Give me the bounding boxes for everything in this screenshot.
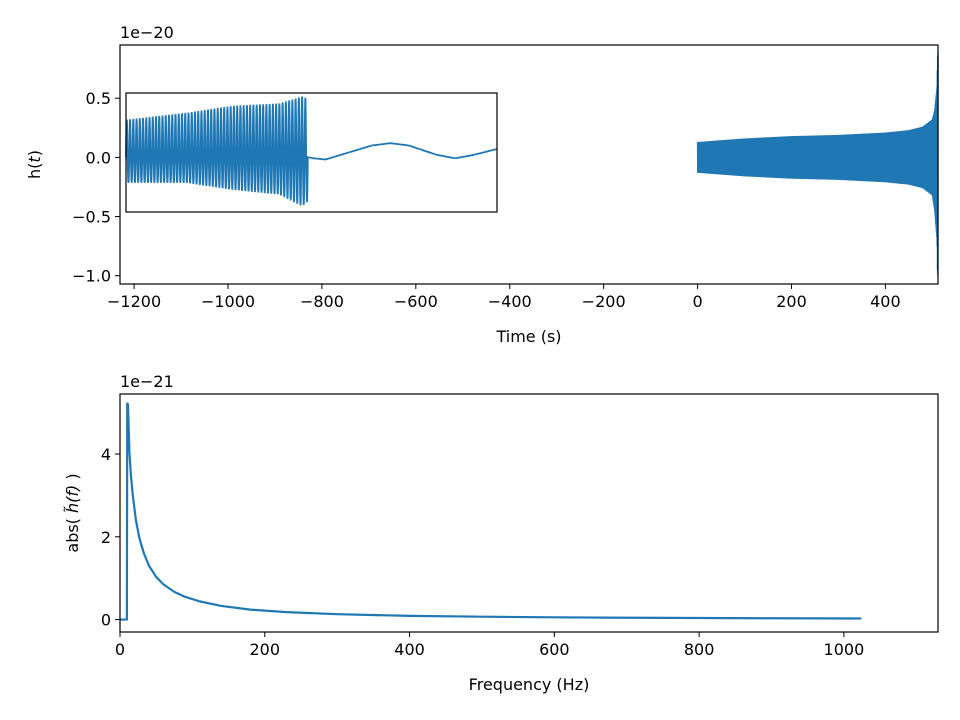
time-x-ticks: −1200 −1000 −800 −600 −400 −200 0 200 400 [107, 284, 901, 311]
x-tick-label: −600 [394, 292, 438, 311]
time-y-label-suffix: ) [25, 150, 44, 156]
inset-waveform-series [125, 96, 498, 206]
x-tick-label: 0 [692, 292, 702, 311]
frequency-y-axis-label: abs( h̃(f) ) [63, 473, 82, 552]
y-tick-label: 0.0 [86, 148, 111, 167]
waveform-series [696, 53, 939, 275]
time-y-offset-label: 1e−20 [120, 23, 174, 42]
x-tick-label: 0 [115, 640, 125, 659]
time-domain-panel: −1200 −1000 −800 −600 −400 −200 0 200 400 0.5 0.0… [25, 23, 939, 346]
frequency-y-offset-label: 1e−21 [120, 372, 174, 391]
frequency-y-label-prefix: abs( [63, 513, 82, 553]
x-tick-label: −400 [488, 292, 532, 311]
time-axes-frame [119, 44, 939, 285]
y-tick-label: 0.5 [86, 89, 111, 108]
x-tick-label: −200 [582, 292, 626, 311]
x-tick-label: 200 [250, 640, 281, 659]
frequency-x-axis-label: Frequency (Hz) [469, 675, 590, 694]
y-tick-label: −0.5 [72, 208, 111, 227]
time-y-label-var: t [25, 156, 44, 163]
inset-frame [125, 92, 498, 213]
time-series-layer [696, 53, 939, 275]
y-tick-label: 0 [101, 611, 111, 630]
time-x-axis-label: Time (s) [495, 327, 561, 346]
time-y-ticks: 0.5 0.0 −0.5 −1.0 [72, 89, 120, 286]
x-tick-label: −1000 [201, 292, 255, 311]
x-tick-label: 400 [870, 292, 901, 311]
frequency-y-label-suffix: ) [63, 473, 82, 484]
time-y-axis-label: h(t) [25, 150, 44, 179]
frequency-axes-frame [119, 393, 939, 633]
x-tick-label: 1000 [824, 640, 865, 659]
frequency-domain-panel: 0 200 400 600 800 1000 0 2 4 1e−21 Frequency (H… [63, 372, 939, 694]
y-tick-label: 4 [101, 445, 111, 464]
frequency-x-ticks: 0 200 400 600 800 1000 [115, 632, 864, 659]
x-tick-label: −1200 [107, 292, 161, 311]
frequency-y-ticks: 0 2 4 [101, 445, 120, 630]
x-tick-label: 200 [776, 292, 807, 311]
frequency-series-layer [120, 402, 862, 621]
y-tick-label: 2 [101, 528, 111, 547]
x-tick-label: −800 [300, 292, 344, 311]
x-tick-label: 600 [539, 640, 570, 659]
y-tick-label: −1.0 [72, 267, 111, 286]
spectrum-series [120, 402, 862, 621]
time-y-label-prefix: h( [25, 163, 44, 179]
x-tick-label: 800 [684, 640, 715, 659]
inset-layer [125, 92, 498, 213]
frequency-y-label-var: h̃(f) [63, 485, 82, 513]
x-tick-label: 400 [394, 640, 425, 659]
